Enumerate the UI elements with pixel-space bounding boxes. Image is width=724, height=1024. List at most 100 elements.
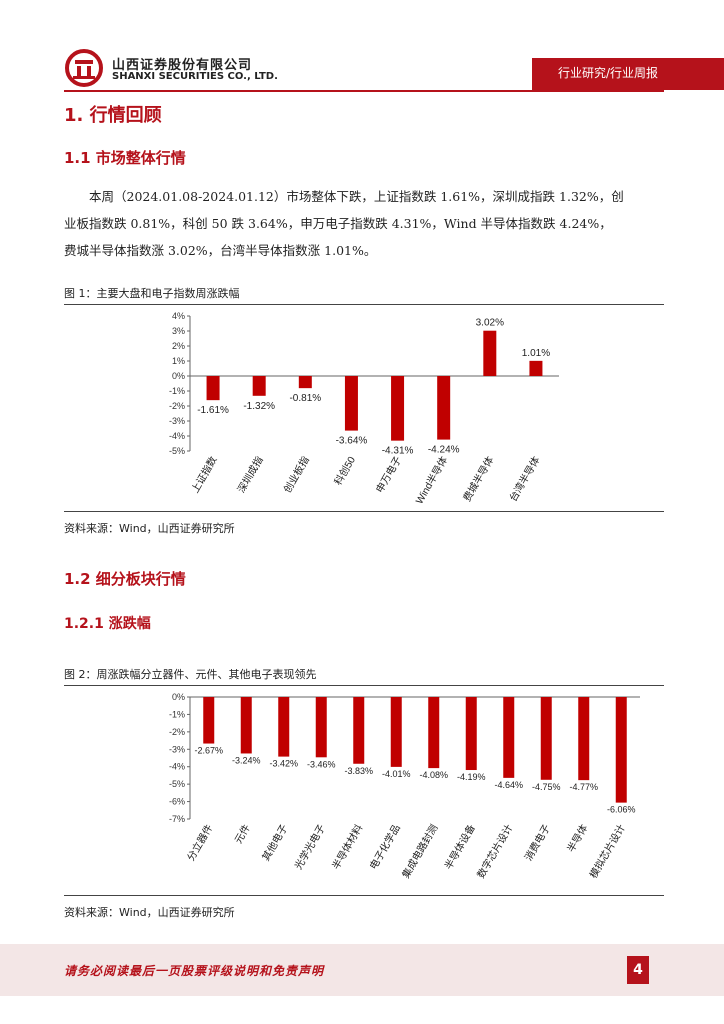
figure-1-source: 资料来源：Wind，山西证券研究所: [64, 522, 235, 535]
bar: [390, 697, 402, 767]
y-tick-label: 3%: [172, 326, 185, 336]
data-label: -3.46%: [307, 759, 336, 769]
section-heading-1-1: 1.1 市场整体行情: [64, 149, 186, 167]
category-label: 元件: [232, 823, 252, 846]
category-label: 消费电子: [522, 822, 553, 863]
figure-2-source: 资料来源：Wind，山西证券研究所: [64, 906, 235, 919]
bar: [578, 697, 590, 781]
category-label: 创业板指: [281, 454, 312, 495]
category-label: 半导体设备: [442, 822, 478, 872]
y-tick-label: -1%: [169, 386, 185, 396]
figure-1-bottom-rule: [64, 511, 664, 512]
data-label: -4.19%: [457, 772, 486, 782]
y-tick-label: 0%: [172, 692, 185, 702]
y-tick-label: 0%: [172, 371, 185, 381]
bar: [465, 697, 477, 771]
data-label: -4.24%: [428, 445, 460, 456]
category-label: Wind半导体: [413, 454, 451, 506]
bar: [315, 697, 327, 758]
category-label: 电子化学品: [367, 822, 403, 872]
paragraph-line: 业板指数跌 0.81%，科创 50 跌 3.64%，申万电子指数跌 4.31%，…: [64, 216, 612, 231]
bar: [503, 697, 515, 778]
category-label: 模拟芯片设计: [587, 822, 628, 880]
footer-disclaimer: 请务必阅读最后一页股票评级说明和免责声明: [64, 964, 325, 978]
section-heading-1-2: 1.2 细分板块行情: [64, 570, 186, 588]
bar: [240, 697, 252, 754]
page-number: 4: [627, 956, 649, 984]
data-label: -1.32%: [243, 401, 275, 412]
category-label: 台湾半导体: [506, 454, 542, 504]
company-name-en: SHANXI SECURITIES CO., LTD.: [112, 71, 278, 82]
data-label: -4.75%: [532, 782, 561, 792]
data-label: -4.77%: [569, 782, 598, 792]
category-label: 其他电子: [259, 822, 290, 863]
data-label: -4.31%: [382, 446, 414, 457]
y-tick-label: -6%: [169, 797, 185, 807]
category-label: 集成电路封测: [399, 822, 440, 880]
data-label: -3.42%: [269, 759, 298, 769]
category-label: 上证指数: [188, 454, 219, 495]
bar: [540, 697, 552, 780]
header-divider: [64, 90, 664, 92]
category-label: 科创50: [331, 454, 358, 488]
bar: [437, 376, 451, 440]
y-tick-label: -1%: [169, 709, 185, 719]
index-weekly-change-chart: 4% 3% 2% 1% 0% -1% -2% -3% -4% -5% -1.61% 上证指数 -1.32…: [169, 311, 559, 506]
figure-2-bottom-rule: [64, 895, 664, 896]
data-label: -3.83%: [344, 766, 373, 776]
data-label: -4.08%: [419, 770, 448, 780]
category-label: 数字芯片设计: [474, 822, 515, 880]
bar: [252, 376, 266, 396]
footer-band: [0, 944, 724, 996]
category-label: 申万电子: [373, 454, 404, 495]
report-type-banner: [532, 58, 724, 90]
y-tick-label: -2%: [169, 727, 185, 737]
data-label: 1.01%: [522, 348, 550, 359]
bar: [344, 376, 358, 431]
y-tick-label: -3%: [169, 416, 185, 426]
category-label: 费城半导体: [460, 454, 496, 504]
paragraph-line: 本周（2024.01.08-2024.01.12）市场整体下跌，上证指数跌 1.…: [89, 189, 624, 204]
y-tick-label: -4%: [169, 431, 185, 441]
category-label: 半导体: [564, 822, 590, 854]
figure-2-top-rule: [64, 685, 664, 686]
data-label: -3.64%: [336, 436, 368, 447]
figure-1-title: 图 1：主要大盘和电子指数周涨跌幅: [64, 287, 240, 300]
bar: [615, 697, 627, 803]
category-label: 深圳成指: [235, 454, 266, 495]
bar: [206, 376, 220, 401]
category-label: 分立器件: [184, 822, 215, 863]
market-summary-paragraph: 本周（2024.01.08-2024.01.12）市场整体下跌，上证指数跌 1.…: [64, 183, 664, 264]
data-label: -1.61%: [197, 405, 229, 416]
data-label: -4.01%: [382, 769, 411, 779]
bar: [278, 697, 290, 757]
section-heading-1-2-1: 1.2.1 涨跌幅: [64, 616, 151, 632]
bar: [298, 376, 312, 389]
y-tick-label: -5%: [169, 779, 185, 789]
data-label: -6.06%: [607, 805, 636, 815]
y-tick-label: 4%: [172, 311, 185, 321]
y-tick-label: -3%: [169, 744, 185, 754]
paragraph-line: 费城半导体指数涨 3.02%，台湾半导体指数涨 1.01%。: [64, 243, 377, 258]
data-label: -0.81%: [289, 393, 321, 404]
bar: [203, 697, 215, 744]
data-label: -4.64%: [494, 780, 523, 790]
y-tick-label: 1%: [172, 356, 185, 366]
bar: [529, 360, 543, 376]
figure-1-top-rule: [64, 304, 664, 305]
data-label: -2.67%: [194, 746, 223, 756]
y-tick-label: -4%: [169, 762, 185, 772]
company-name-cn: 山西证券股份有限公司: [112, 58, 253, 73]
section-heading-1: 1. 行情回顾: [64, 105, 162, 126]
y-tick-label: 2%: [172, 341, 185, 351]
report-type-label: 行业研究/行业周报: [558, 66, 659, 80]
company-logo-icon: [65, 49, 103, 87]
bar: [353, 697, 365, 764]
y-tick-label: -5%: [169, 446, 185, 456]
category-label: 光学光电子: [292, 822, 328, 872]
data-label: 3.02%: [476, 318, 504, 329]
data-label: -3.24%: [232, 755, 261, 765]
bar: [483, 330, 497, 376]
y-tick-label: -7%: [169, 814, 185, 824]
sector-weekly-change-chart: 0% -1% -2% -3% -4% -5% -6% -7% -2.67% 分立器件 -3.24% 元…: [169, 692, 640, 880]
